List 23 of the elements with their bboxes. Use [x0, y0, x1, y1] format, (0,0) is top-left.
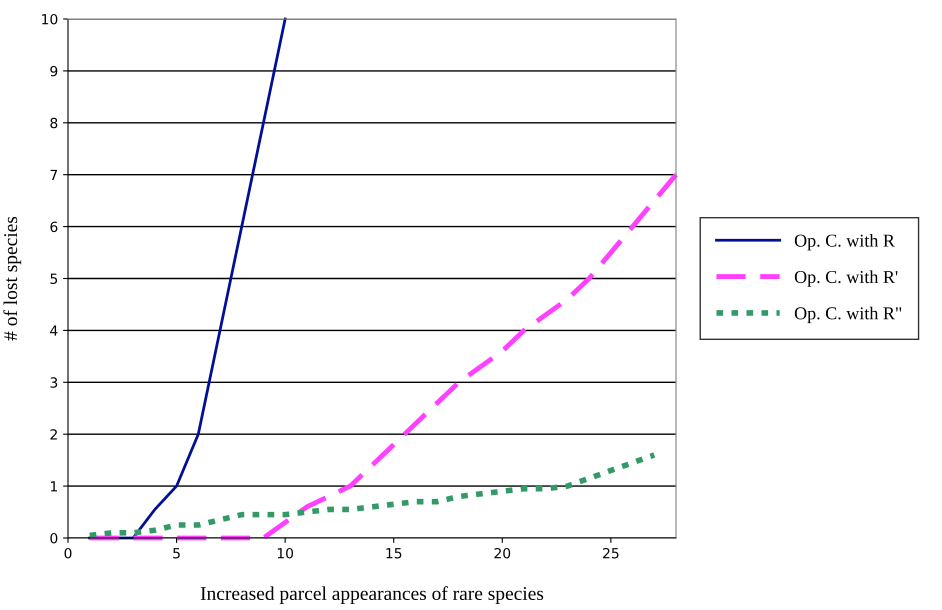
y-axis-title: # of lost species — [3, 216, 22, 341]
y-tick-label: 2 — [50, 429, 57, 440]
y-tick-label: 8 — [50, 118, 58, 128]
x-tick-label: 25 — [603, 548, 618, 558]
x-tick-label: 5 — [173, 548, 180, 558]
x-tick-label: 20 — [494, 548, 510, 558]
y-tick-label: 7 — [50, 170, 58, 180]
y-tick-label: 9 — [50, 66, 58, 76]
y-tick-label: 1 — [50, 481, 57, 492]
x-tick-label: 10 — [278, 548, 294, 558]
y-tick-label: 5 — [50, 274, 58, 284]
y-tick-label: 10 — [42, 14, 58, 24]
legend-label: Op. C. with R" — [794, 306, 902, 324]
line-series — [88, 18, 287, 540]
x-tick-label: 15 — [386, 548, 402, 558]
x-tick-label: 0 — [64, 548, 72, 558]
x-axis-title: Increased parcel appearances of rare species — [200, 586, 544, 604]
y-tick-label: 0 — [50, 532, 58, 544]
y-tick-label: 3 — [50, 377, 58, 388]
y-tick-label: 4 — [50, 326, 58, 336]
legend-label: Op. C. with R — [794, 234, 895, 250]
legend-label: Op. C. with R' — [794, 270, 898, 287]
y-tick-label: 6 — [50, 222, 58, 232]
